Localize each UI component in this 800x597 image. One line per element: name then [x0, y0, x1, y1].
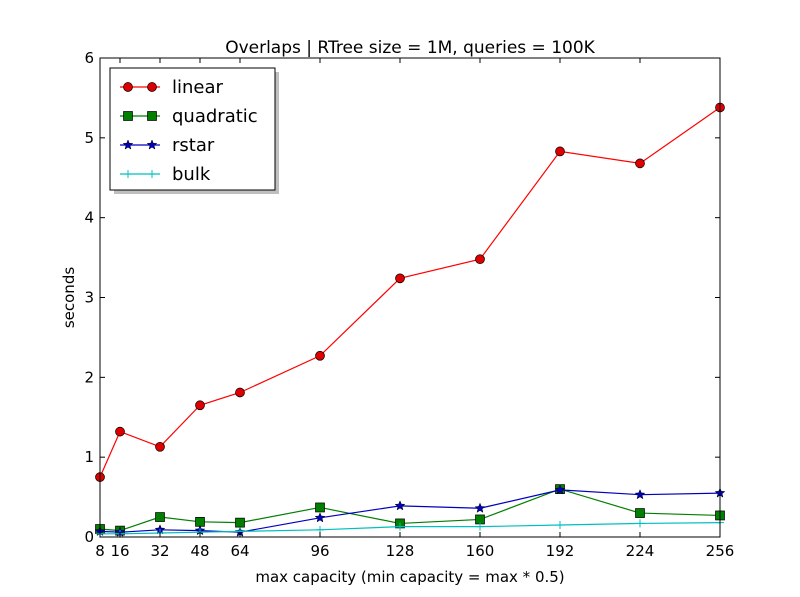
series-linear	[95, 102, 725, 482]
data-point-quadratic	[155, 512, 165, 522]
legend-item-quadratic: quadratic	[120, 106, 258, 127]
legend: linear quadratic rstar bulk	[109, 67, 279, 194]
data-point-quadratic	[315, 502, 325, 513]
x-tick-label: 256	[706, 542, 735, 560]
legend-marker	[123, 111, 133, 121]
data-point-rstar	[394, 500, 406, 511]
data-point-bulk	[476, 522, 484, 531]
legend-label: bulk	[172, 164, 211, 185]
legend-marker	[148, 170, 156, 178]
data-point-linear	[555, 146, 565, 157]
x-tick-label: 192	[546, 542, 575, 560]
data-point-bulk	[556, 521, 564, 530]
x-tick-label: 96	[310, 542, 329, 560]
y-tick-label: 0	[84, 528, 94, 546]
legend-item-linear: linear	[120, 77, 224, 98]
plot-area	[94, 102, 726, 538]
y-tick-label: 1	[84, 448, 94, 466]
data-point-linear	[395, 273, 405, 284]
data-point-bulk	[396, 522, 404, 531]
legend-marker	[122, 139, 134, 150]
legend-marker	[123, 82, 133, 92]
legend-marker	[147, 82, 157, 92]
data-point-linear	[115, 426, 125, 437]
data-point-rstar	[314, 512, 326, 523]
x-tick-label: 32	[150, 542, 169, 560]
legend-box	[109, 67, 276, 191]
data-point-linear	[475, 254, 485, 265]
legend-label: linear	[172, 77, 224, 98]
axis-ticks: 8 16 32 48 64 96 128 160 192 224 256 0 1 2 3 4 5 6	[84, 49, 734, 560]
y-axis-label: seconds	[60, 267, 78, 328]
x-tick-label: 16	[110, 542, 129, 560]
data-point-linear	[195, 400, 205, 411]
y-tick-label: 6	[84, 49, 94, 67]
data-point-quadratic	[635, 508, 645, 518]
legend-label: rstar	[172, 135, 215, 156]
x-tick-label: 224	[626, 542, 655, 560]
series-line-bulk	[100, 522, 721, 535]
data-point-rstar	[634, 489, 646, 500]
data-point-linear	[155, 441, 165, 452]
data-point-rstar	[474, 502, 486, 513]
legend-item-rstar: rstar	[120, 135, 215, 156]
legend-marker	[146, 139, 158, 150]
data-point-linear	[315, 350, 325, 361]
x-tick-label: 48	[190, 542, 209, 560]
x-tick-label: 160	[466, 542, 495, 560]
data-point-rstar	[554, 484, 566, 495]
series-bulk	[96, 518, 724, 538]
y-tick-label: 2	[84, 368, 94, 386]
x-tick-label: 64	[230, 542, 249, 560]
data-point-quadratic	[475, 514, 485, 525]
legend-marker	[124, 170, 132, 178]
series-line-quadratic	[99, 488, 721, 532]
legend-item-bulk: bulk	[120, 164, 211, 185]
data-point-quadratic	[235, 517, 245, 528]
y-tick-label: 4	[84, 209, 94, 227]
y-tick-label: 3	[84, 289, 94, 307]
legend-label: quadratic	[172, 106, 258, 127]
x-axis-label: max capacity (min capacity = max * 0.5)	[255, 568, 564, 586]
legend-marker	[147, 111, 157, 121]
series-line-rstar	[99, 489, 721, 533]
series-quadratic	[95, 484, 725, 536]
y-tick-label: 5	[84, 129, 94, 147]
x-tick-label: 8	[95, 542, 105, 560]
data-point-bulk	[636, 519, 644, 528]
chart-title: Overlaps | RTree size = 1M, queries = 10…	[225, 38, 595, 58]
x-tick-label: 128	[386, 542, 415, 560]
data-point-linear	[635, 158, 645, 169]
data-point-linear	[235, 387, 245, 398]
